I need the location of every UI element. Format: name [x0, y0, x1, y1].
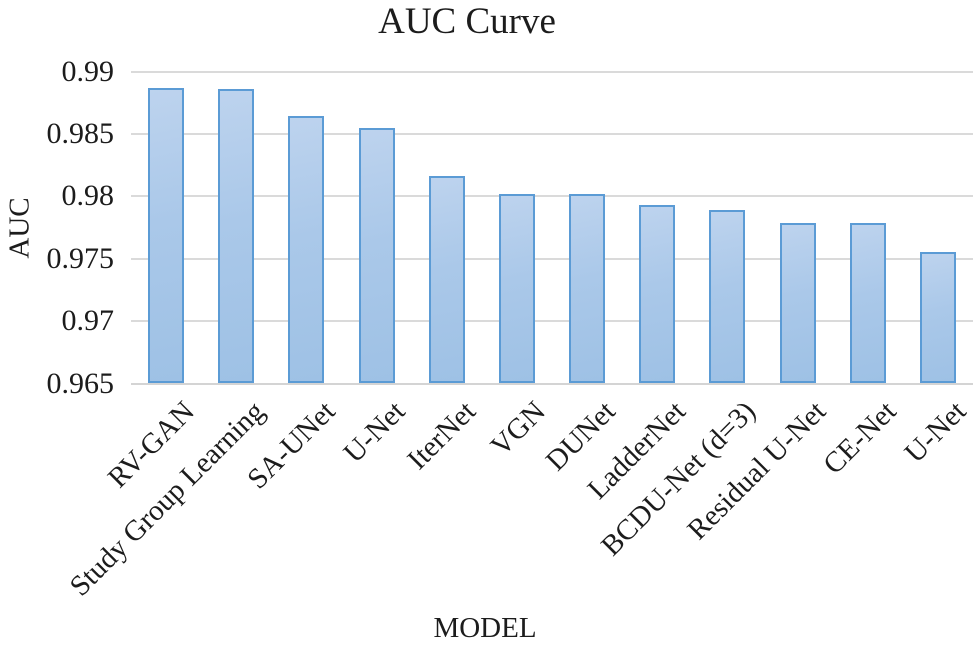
x-axis-title: MODEL — [433, 612, 537, 644]
bar-rv-gan-0 — [148, 87, 185, 384]
y-tick-label-0.99: 0.99 — [61, 54, 115, 88]
x-tick-label-iternet-4: IterNet — [400, 395, 482, 476]
chart-title: AUC Curve — [378, 1, 556, 42]
y-tick-label-0.97: 0.97 — [61, 304, 115, 338]
y-tick-label-0.98: 0.98 — [61, 179, 115, 213]
bar-vgn-5 — [498, 193, 535, 384]
bar-residual-u-net-9 — [779, 222, 816, 384]
bar-u-net-3 — [358, 127, 395, 384]
gridline-0.985 — [131, 132, 973, 135]
bar-laddernet-7 — [639, 205, 676, 384]
bar-u-net-11 — [919, 252, 956, 384]
x-tick-label-ce-net-10: CE-Net — [817, 395, 903, 481]
gridline-0.98 — [131, 195, 973, 198]
y-tick-label-0.975: 0.975 — [46, 241, 115, 275]
x-tick-label-u-net-3: U-Net — [337, 395, 412, 470]
y-tick-label-0.965: 0.965 — [46, 366, 115, 400]
gridline-0.99 — [131, 70, 973, 73]
x-axis-line — [131, 382, 973, 385]
bar-iternet-4 — [428, 176, 465, 384]
bar-sa-unet-2 — [288, 116, 325, 384]
bar-bcdu-net-d-3-8 — [709, 210, 746, 384]
gridline-0.97 — [131, 320, 973, 323]
gridline-0.975 — [131, 257, 973, 260]
x-tick-label-u-net-11: U-Net — [898, 395, 973, 470]
bar-ce-net-10 — [849, 222, 886, 384]
y-tick-label-0.985: 0.985 — [46, 116, 115, 150]
bar-study-group-learning-1 — [218, 88, 255, 384]
bar-dunet-6 — [569, 193, 606, 384]
